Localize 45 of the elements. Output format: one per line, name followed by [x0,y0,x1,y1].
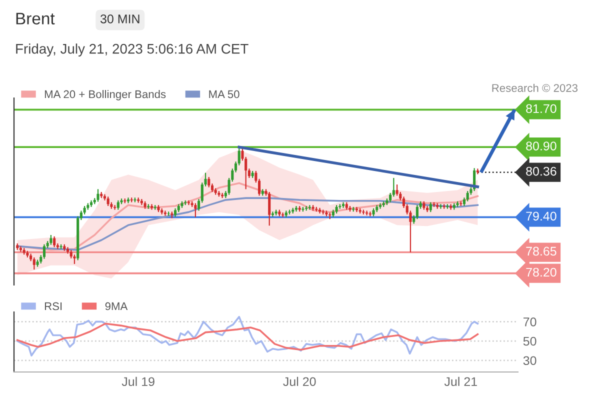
candlestick [366,210,368,216]
y-tick-label: 50 [523,336,536,346]
candlestick [96,188,100,202]
y-tick-label: 70 [524,317,536,326]
x-tick-label: Jul 21 [444,376,477,386]
candlestick [50,234,52,246]
legend-label: RSI [44,302,62,310]
x-tick-label: Jul 19 [122,376,154,386]
candlestick [271,211,274,218]
candlestick [439,204,442,210]
x-tick-label: Jul 20 [283,376,316,386]
text: 30 MIN [100,14,140,24]
text: Research © 2023 [492,84,578,92]
legend-label: 9MA [105,302,128,310]
candlestick [268,191,271,226]
candlestick [378,202,382,210]
candlestick [32,256,36,270]
candlestick [416,204,418,220]
candlestick [53,236,56,248]
candlestick [73,254,76,265]
candlestick [396,184,398,196]
chart-title: Brent [16,12,55,24]
candlestick [106,196,110,207]
chart-subtitle: Friday, July 21, 2023 5:06:16 AM CET [16,44,248,56]
legend-label: MA 50 [209,90,240,98]
candlestick [42,244,46,260]
y-tick-label: 30 [523,356,536,366]
candlestick [282,212,284,218]
candlestick [194,202,197,218]
candlestick [429,202,432,213]
line-series [16,322,479,351]
line-series [16,316,479,356]
ref-line-label: 80.36 [526,166,556,176]
candlestick [208,176,210,188]
candlestick [466,190,469,202]
ref-line-label: 78.20 [526,268,556,277]
candlestick [19,246,22,252]
candlestick [116,200,120,210]
candlestick [114,204,116,210]
ref-line-label: 78.65 [526,246,556,256]
ref-line-label: 81.70 [526,104,556,114]
candlestick [164,210,166,216]
legend-label: MA 20 + Bollinger Bands [44,90,166,100]
ref-line-label: 79.40 [526,212,556,221]
ref-line-label: 80.90 [526,142,556,150]
